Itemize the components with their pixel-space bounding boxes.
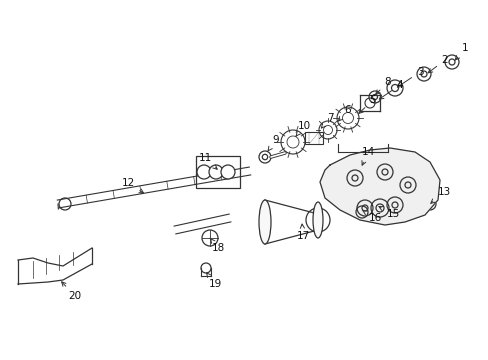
Text: 19: 19	[206, 273, 221, 289]
Text: 9: 9	[267, 135, 279, 151]
Bar	[196, 156, 240, 188]
Text: 11: 11	[198, 153, 217, 169]
Bar	[305, 132, 323, 144]
Text: 4: 4	[379, 80, 403, 99]
Text: 13: 13	[430, 187, 450, 203]
Text: 15: 15	[378, 207, 399, 219]
Text: 12: 12	[121, 178, 143, 193]
Text: 6: 6	[338, 105, 350, 121]
Text: 10: 10	[295, 121, 310, 136]
Ellipse shape	[259, 200, 270, 244]
Text: 3: 3	[397, 67, 423, 87]
Text: 18: 18	[210, 238, 224, 253]
Text: 20: 20	[61, 282, 81, 301]
Text: 17: 17	[296, 224, 309, 241]
Text: 2: 2	[427, 55, 447, 73]
Circle shape	[221, 165, 235, 179]
Circle shape	[208, 165, 223, 179]
Ellipse shape	[312, 202, 323, 238]
Text: 16: 16	[362, 211, 381, 223]
Text: 1: 1	[454, 43, 468, 60]
Circle shape	[197, 165, 210, 179]
Text: 5: 5	[358, 95, 376, 113]
Polygon shape	[319, 148, 439, 225]
Text: 7: 7	[321, 113, 333, 128]
Text: 14: 14	[361, 147, 374, 165]
Text: 8: 8	[375, 77, 390, 94]
